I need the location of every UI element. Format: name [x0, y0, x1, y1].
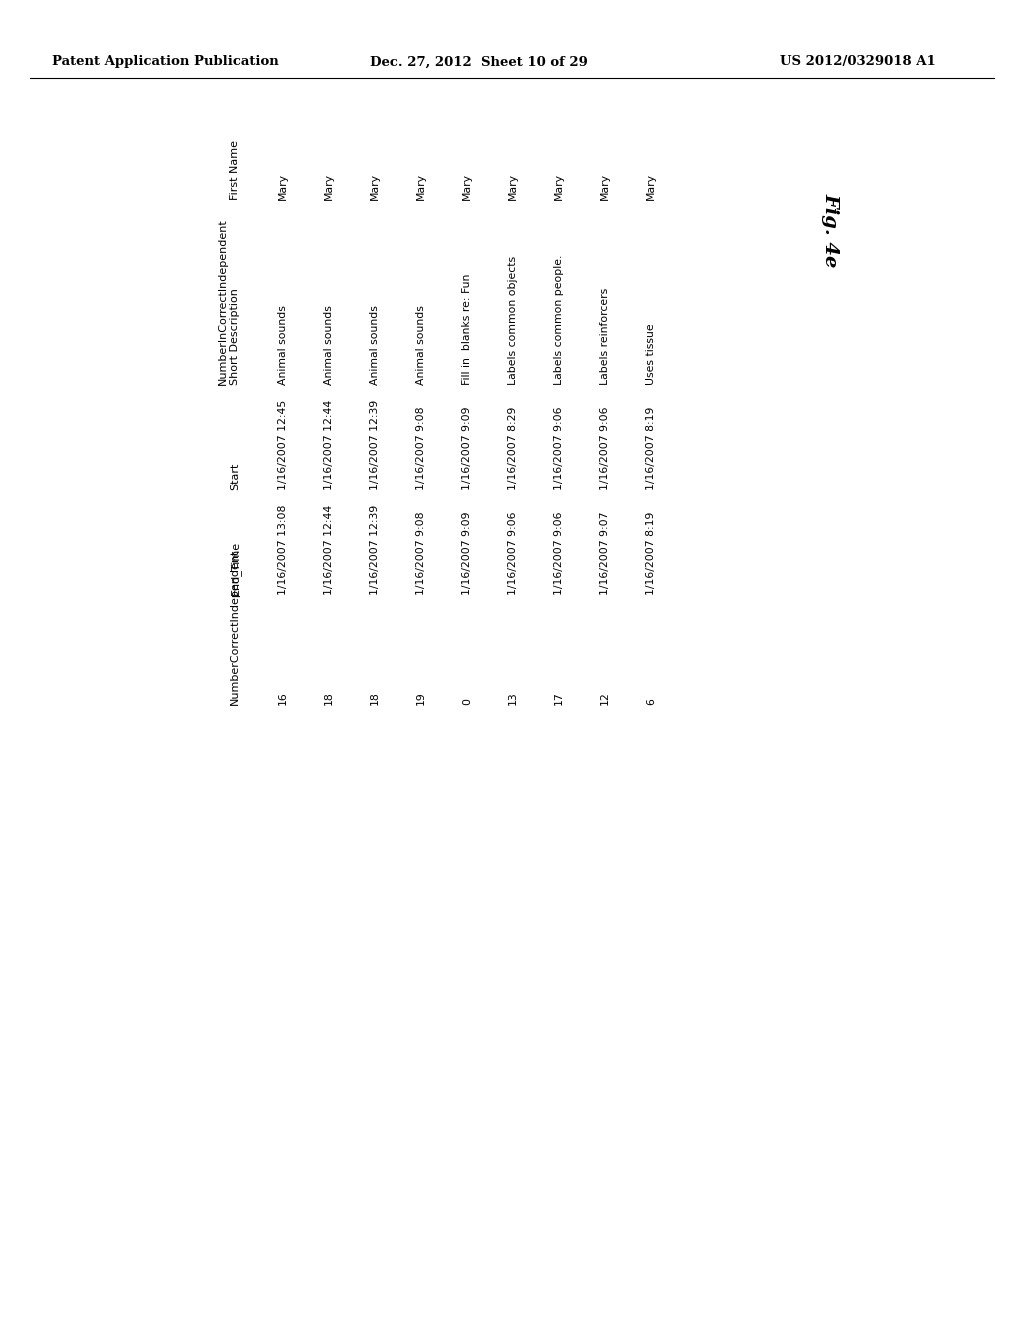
Text: Start: Start: [230, 462, 240, 490]
Text: 18: 18: [370, 692, 380, 705]
Text: Labels common objects: Labels common objects: [508, 256, 518, 385]
Text: 1/16/2007 12:44: 1/16/2007 12:44: [324, 504, 334, 595]
Text: 17: 17: [554, 692, 564, 705]
Text: Uses tissue: Uses tissue: [646, 323, 656, 385]
Text: Dec. 27, 2012  Sheet 10 of 29: Dec. 27, 2012 Sheet 10 of 29: [370, 55, 588, 69]
Text: Mary: Mary: [416, 173, 426, 201]
Text: 1/16/2007 12:45: 1/16/2007 12:45: [278, 400, 288, 490]
Text: 1/16/2007 12:39: 1/16/2007 12:39: [370, 400, 380, 490]
Text: NumberCorrectIndependent: NumberCorrectIndependent: [230, 549, 240, 705]
Text: Mary: Mary: [646, 173, 656, 201]
Text: Mary: Mary: [370, 173, 380, 201]
Text: 1/16/2007 9:06: 1/16/2007 9:06: [508, 511, 518, 595]
Text: 1/16/2007 13:08: 1/16/2007 13:08: [278, 504, 288, 595]
Text: 16: 16: [278, 692, 288, 705]
Text: Mary: Mary: [508, 173, 518, 201]
Text: 1/16/2007 9:08: 1/16/2007 9:08: [416, 511, 426, 595]
Text: 1/16/2007 8:29: 1/16/2007 8:29: [508, 407, 518, 490]
Text: 13: 13: [508, 692, 518, 705]
Text: Short Description: Short Description: [230, 288, 240, 385]
Text: 18: 18: [324, 692, 334, 705]
Text: 19: 19: [416, 692, 426, 705]
Text: Fill in  blanks re: Fun: Fill in blanks re: Fun: [462, 273, 472, 385]
Text: 1/16/2007 9:09: 1/16/2007 9:09: [462, 511, 472, 595]
Text: 1/16/2007 9:09: 1/16/2007 9:09: [462, 407, 472, 490]
Text: Mary: Mary: [462, 173, 472, 201]
Text: 1/16/2007 12:44: 1/16/2007 12:44: [324, 400, 334, 490]
Text: 1/16/2007 9:06: 1/16/2007 9:06: [554, 407, 564, 490]
Text: 1/16/2007 8:19: 1/16/2007 8:19: [646, 512, 656, 595]
Text: Mary: Mary: [278, 173, 288, 201]
Text: Animal sounds: Animal sounds: [278, 305, 288, 385]
Text: 1/16/2007 9:08: 1/16/2007 9:08: [416, 407, 426, 490]
Text: First Name: First Name: [230, 140, 240, 201]
Text: Animal sounds: Animal sounds: [416, 305, 426, 385]
Text: Patent Application Publication: Patent Application Publication: [52, 55, 279, 69]
Text: Animal sounds: Animal sounds: [370, 305, 380, 385]
Text: 1/16/2007 9:07: 1/16/2007 9:07: [600, 511, 610, 595]
Text: NumberInCorrectIndependent: NumberInCorrectIndependent: [218, 218, 228, 385]
Text: End_Time: End_Time: [230, 541, 241, 595]
Text: 12: 12: [600, 692, 610, 705]
Text: 1/16/2007 12:39: 1/16/2007 12:39: [370, 504, 380, 595]
Text: Mary: Mary: [554, 173, 564, 201]
Text: Mary: Mary: [600, 173, 610, 201]
Text: 6: 6: [646, 698, 656, 705]
Text: 0: 0: [462, 698, 472, 705]
Text: 1/16/2007 9:06: 1/16/2007 9:06: [554, 511, 564, 595]
Text: US 2012/0329018 A1: US 2012/0329018 A1: [780, 55, 936, 69]
Text: 1/16/2007 9:06: 1/16/2007 9:06: [600, 407, 610, 490]
Text: Mary: Mary: [324, 173, 334, 201]
Text: 1/16/2007 8:19: 1/16/2007 8:19: [646, 407, 656, 490]
Text: Fig. 4e: Fig. 4e: [821, 193, 839, 267]
Text: Animal sounds: Animal sounds: [324, 305, 334, 385]
Text: Labels common people.: Labels common people.: [554, 255, 564, 385]
Text: Labels reinforcers: Labels reinforcers: [600, 288, 610, 385]
